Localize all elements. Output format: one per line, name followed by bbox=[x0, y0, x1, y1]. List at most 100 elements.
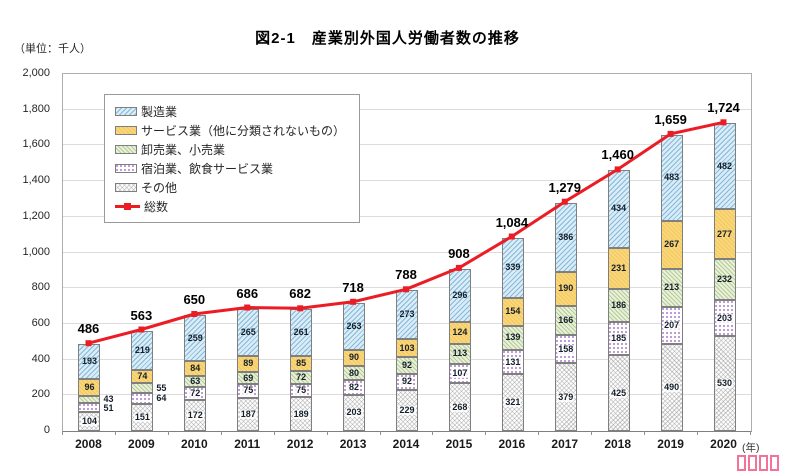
x-tick-label: 2019 bbox=[657, 437, 684, 451]
segment-value-label: 43 bbox=[103, 394, 114, 405]
segment-value-label: 107 bbox=[451, 368, 469, 379]
total-marker bbox=[85, 340, 92, 347]
legend-item: 宿泊業、飲食サービス業 bbox=[115, 160, 345, 177]
bar-segment: 267 bbox=[660, 220, 683, 269]
bar-segment: 69 bbox=[237, 371, 260, 385]
bar-segment: 75 bbox=[237, 384, 260, 398]
segment-value-label: 277 bbox=[717, 228, 733, 239]
bar-segment: 193 bbox=[78, 344, 101, 379]
bar-segment: 213 bbox=[660, 268, 683, 307]
bar-segment: 107 bbox=[448, 364, 471, 384]
segment-value-label: 490 bbox=[663, 381, 681, 392]
bar-segment: 190 bbox=[554, 271, 577, 306]
segment-value-label: 75 bbox=[295, 385, 308, 396]
watermark-box-glyph bbox=[737, 455, 746, 471]
segment-value-label: 231 bbox=[611, 262, 627, 273]
bar-segment: 63 bbox=[184, 376, 207, 388]
segment-value-label: 189 bbox=[292, 408, 310, 419]
segment-value-label: 203 bbox=[345, 407, 363, 418]
segment-value-label: 69 bbox=[243, 372, 254, 383]
segment-value-label: 82 bbox=[348, 381, 361, 392]
legend-label: サービス業（他に分類されないもの） bbox=[141, 124, 346, 138]
gridline bbox=[63, 144, 751, 146]
segment-value-label: 84 bbox=[190, 363, 201, 374]
total-marker bbox=[667, 130, 674, 137]
bar-segment: 261 bbox=[290, 309, 313, 356]
bar-segment: 219 bbox=[131, 330, 154, 370]
bar-segment: 203 bbox=[713, 300, 736, 337]
watermark-box-glyph bbox=[770, 455, 779, 471]
x-tick-label: 2015 bbox=[445, 437, 473, 451]
gridline bbox=[63, 180, 751, 182]
wholesale-swatch-icon bbox=[115, 145, 137, 154]
x-axis-tick bbox=[220, 431, 222, 435]
segment-value-label: 103 bbox=[399, 342, 415, 353]
total-marker bbox=[455, 264, 462, 271]
segment-value-label: 321 bbox=[504, 396, 522, 407]
legend-item: 総数 bbox=[115, 198, 345, 215]
gridline bbox=[63, 108, 751, 110]
x-tick-label: 2017 bbox=[551, 437, 579, 451]
segment-value-label: 203 bbox=[716, 312, 734, 323]
bar-segment: 92 bbox=[396, 373, 418, 391]
y-tick-label: 800 bbox=[31, 281, 50, 294]
segment-value-label: 207 bbox=[663, 319, 681, 330]
y-tick-label: 1,200 bbox=[22, 209, 50, 222]
segment-value-label: 213 bbox=[664, 282, 680, 293]
x-axis-tick bbox=[114, 431, 116, 435]
bar-segment: 185 bbox=[607, 322, 630, 356]
total-marker bbox=[297, 305, 304, 312]
segment-value-label: 261 bbox=[293, 327, 309, 338]
bar-segment: 207 bbox=[660, 306, 683, 344]
bar-segment: 530 bbox=[713, 336, 736, 431]
bar-segment: 273 bbox=[396, 290, 418, 339]
bar-segment: 189 bbox=[290, 397, 313, 431]
segment-value-label: 219 bbox=[134, 344, 150, 355]
bar-segment: 172 bbox=[184, 400, 207, 431]
total-value-label: 1,659 bbox=[654, 111, 687, 127]
total-marker bbox=[191, 311, 198, 317]
segment-value-label: 131 bbox=[504, 356, 522, 367]
x-tick-label: 2014 bbox=[392, 437, 420, 451]
x-axis-tick bbox=[379, 431, 381, 435]
bar-segment: 96 bbox=[78, 378, 101, 396]
segment-value-label: 158 bbox=[557, 343, 575, 354]
bar-segment bbox=[78, 395, 101, 404]
segment-value-label: 124 bbox=[452, 327, 468, 338]
total-marker bbox=[403, 286, 409, 293]
bar-segment: 268 bbox=[448, 383, 471, 431]
segment-value-label: 193 bbox=[81, 355, 97, 366]
chart-title: 図2-1 産業別外国人労働者数の推移 bbox=[255, 30, 520, 47]
gridline bbox=[63, 251, 751, 253]
segment-value-label: 64 bbox=[156, 393, 167, 404]
y-tick-label: 400 bbox=[31, 352, 50, 365]
x-axis-tick bbox=[697, 431, 699, 435]
bar-segment: 379 bbox=[554, 363, 577, 431]
bar-segment: 124 bbox=[448, 321, 471, 344]
bar-segment: 386 bbox=[554, 202, 577, 272]
bar-segment: 103 bbox=[396, 338, 418, 358]
bar-segment: 265 bbox=[237, 308, 260, 357]
segment-value-label: 268 bbox=[451, 401, 469, 412]
legend-label: 製造業 bbox=[141, 105, 178, 119]
x-axis-tick bbox=[167, 431, 169, 435]
segment-value-label: 75 bbox=[242, 385, 255, 396]
segment-value-label: 85 bbox=[296, 357, 307, 368]
x-tick-label: 2011 bbox=[234, 437, 261, 451]
segment-value-label: 379 bbox=[557, 391, 575, 402]
segment-value-label: 434 bbox=[611, 203, 627, 214]
segment-value-label: 425 bbox=[610, 387, 628, 398]
bar-segment: 231 bbox=[607, 247, 630, 289]
bar-segment: 259 bbox=[184, 315, 207, 362]
x-axis-tick bbox=[485, 431, 487, 435]
total-marker bbox=[244, 304, 251, 311]
bar-segment: 154 bbox=[501, 298, 524, 326]
segment-value-label: 151 bbox=[133, 412, 151, 423]
total-value-label: 486 bbox=[77, 321, 100, 337]
bar-segment: 104 bbox=[78, 412, 101, 431]
segment-value-label: 89 bbox=[243, 358, 254, 369]
bar-segment: 113 bbox=[448, 343, 471, 365]
segment-value-label: 92 bbox=[400, 376, 413, 387]
bar-segment: 131 bbox=[501, 350, 524, 374]
segment-value-label: 92 bbox=[401, 359, 412, 370]
